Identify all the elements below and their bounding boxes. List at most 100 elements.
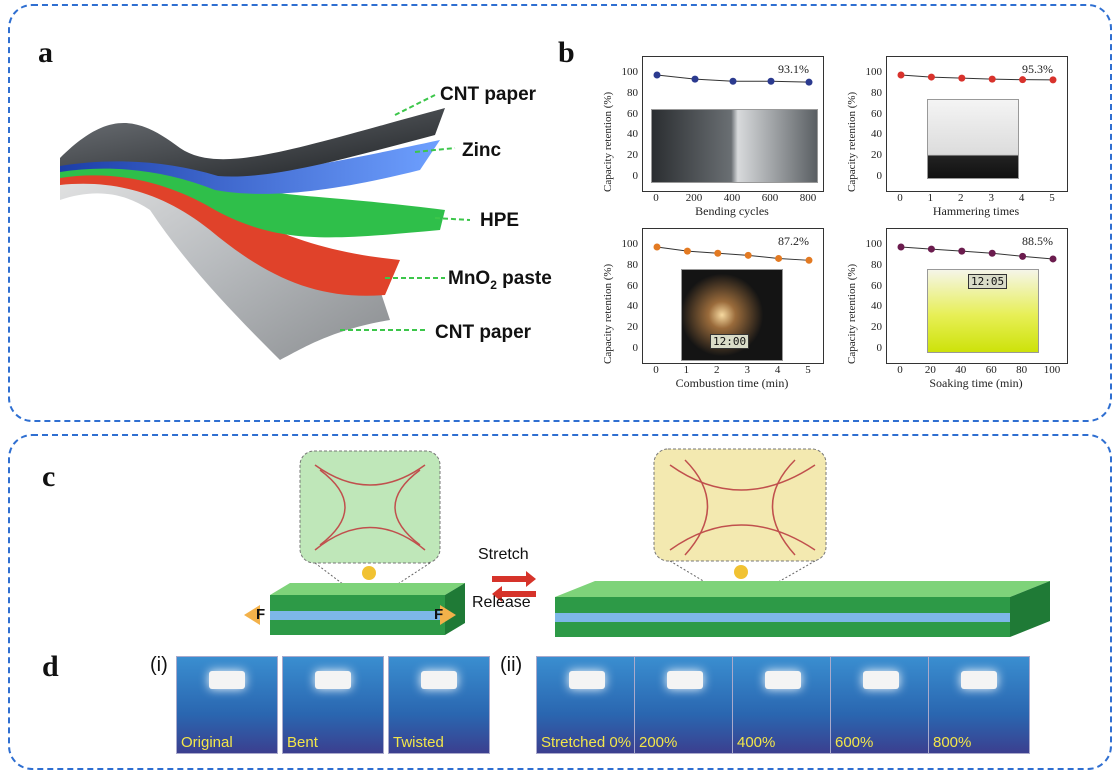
x-tick-label: 5: [805, 364, 811, 376]
demo-photo: Bent: [282, 656, 384, 754]
data-point: [1019, 252, 1027, 260]
cnt-paper-bottom-layer: [60, 145, 390, 360]
layered-device-illustration: [60, 94, 471, 360]
panel-box-bottom: [8, 434, 1112, 770]
x-tick-label: 400: [723, 192, 741, 204]
subpanel-label-i: (i): [150, 654, 168, 676]
x-axis-label: Combustion time (min): [675, 376, 789, 390]
x-tick-label: 600: [761, 192, 779, 204]
y-tick-label: 60: [871, 279, 882, 292]
subpanel-label-ii: (ii): [500, 654, 523, 676]
demo-photo: Stretched 0%: [536, 656, 638, 754]
data-point: [927, 245, 935, 253]
y-tick-label: 40: [627, 128, 638, 141]
data-point: [714, 249, 722, 257]
retention-chart: [642, 56, 824, 192]
y-tick-label: 80: [627, 258, 638, 271]
inset-photo: 12:00: [681, 269, 783, 361]
cnt-paper-top-layer: [60, 108, 445, 177]
series-line: [900, 246, 1054, 260]
force-arrow-icon-right: [440, 605, 456, 625]
led-module: [209, 671, 245, 689]
layer-label-cnt-paper-top: CNT paper: [440, 84, 537, 105]
data-point: [805, 78, 813, 86]
panel-label-d: d: [42, 650, 59, 683]
data-point: [744, 251, 752, 259]
demo-photo: Original: [176, 656, 278, 754]
layer-label-hpe: HPE: [480, 210, 520, 231]
demo-photo: 200%: [634, 656, 736, 754]
retention-chart: 12:00: [642, 228, 824, 364]
x-tick-label: 200: [685, 192, 703, 204]
retention-chart: [886, 56, 1068, 192]
x-tick-label: 4: [1018, 192, 1025, 204]
y-tick-label: 40: [871, 128, 882, 141]
panel-label-b: b: [558, 36, 575, 69]
data-point: [683, 247, 691, 255]
x-tick-label: 80: [1016, 364, 1028, 376]
inset-photo: [927, 99, 1019, 179]
demo-photo: 600%: [830, 656, 932, 754]
retention-chart: 12:05: [886, 228, 1068, 364]
demo-photo: Twisted: [388, 656, 490, 754]
y-tick-label: 20: [627, 321, 638, 334]
x-tick-label: 0: [653, 364, 659, 376]
stretch-label: Stretch: [478, 546, 529, 563]
y-axis-label: Capacity retention (%): [846, 91, 858, 192]
light-bulb-icon-left: [362, 566, 376, 580]
inset-photo: [651, 109, 818, 183]
y-tick-label: 80: [871, 86, 882, 99]
x-axis-label: Bending cycles: [695, 204, 769, 218]
stretch-illustration: [244, 448, 1050, 637]
x-tick-label: 2: [958, 192, 964, 204]
x-tick-label: 0: [897, 364, 903, 376]
release-arrow-icon: [492, 586, 536, 602]
retention-percent: 93.1%: [778, 62, 809, 76]
data-point: [897, 71, 905, 79]
retention-percent: 87.2%: [778, 234, 809, 248]
y-tick-label: 0: [876, 170, 883, 182]
data-point: [653, 243, 661, 251]
y-tick-label: 80: [871, 258, 882, 271]
photo-label: Bent: [287, 734, 318, 751]
y-tick-label: 40: [627, 300, 638, 313]
series-line: [900, 74, 1054, 81]
led-module: [667, 671, 703, 689]
data-point: [1049, 255, 1057, 263]
demo-photo: 400%: [732, 656, 834, 754]
led-module: [765, 671, 801, 689]
data-point: [958, 247, 966, 255]
photo-label: Stretched 0%: [541, 734, 632, 751]
y-tick-label: 100: [621, 66, 639, 78]
x-tick-label: 0: [653, 192, 659, 204]
layer-label-mno2-paste: MnO2 paste: [448, 268, 552, 292]
x-tick-label: 100: [1043, 364, 1061, 376]
panel-label-a: a: [38, 36, 53, 69]
x-tick-label: 4: [774, 364, 781, 376]
x-tick-label: 20: [924, 364, 936, 376]
clock-display: 12:00: [710, 334, 750, 349]
x-axis-label: Soaking time (min): [929, 376, 1023, 390]
data-point: [775, 254, 783, 262]
network-zoom-compressed: [299, 450, 441, 564]
data-point: [897, 243, 905, 251]
y-tick-label: 0: [876, 342, 883, 354]
x-tick-label: 3: [988, 192, 994, 204]
x-tick-label: 5: [1049, 192, 1055, 204]
y-axis-label: Capacity retention (%): [602, 263, 614, 364]
inset-photo: 12:05: [927, 269, 1039, 353]
data-point: [653, 71, 661, 79]
led-module: [863, 671, 899, 689]
force-label-left: F: [256, 606, 266, 623]
data-point: [1019, 76, 1027, 84]
y-tick-label: 100: [865, 238, 883, 250]
x-tick-label: 2: [714, 364, 720, 376]
photo-label: Twisted: [393, 734, 444, 751]
y-tick-label: 20: [871, 321, 882, 334]
x-tick-label: 1: [927, 192, 934, 204]
demo-photo: 800%: [928, 656, 1030, 754]
data-point: [927, 73, 935, 81]
force-arrow-icon-left: [244, 605, 260, 625]
y-tick-label: 100: [865, 66, 883, 78]
data-point: [767, 77, 775, 85]
